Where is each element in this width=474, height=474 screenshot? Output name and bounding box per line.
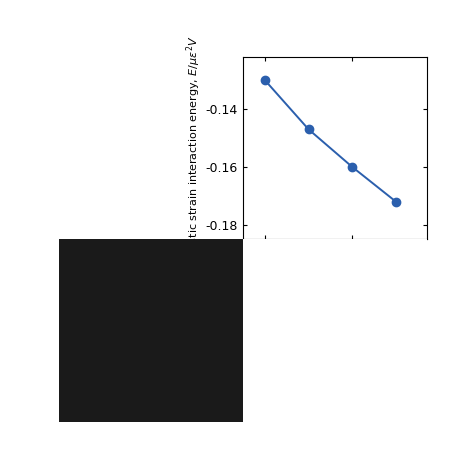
- X-axis label: Number of stru: Number of stru: [292, 260, 377, 270]
- Y-axis label: Elastic strain interaction energy, $E/\mu\varepsilon^2V$: Elastic strain interaction energy, $E/\m…: [184, 36, 203, 261]
